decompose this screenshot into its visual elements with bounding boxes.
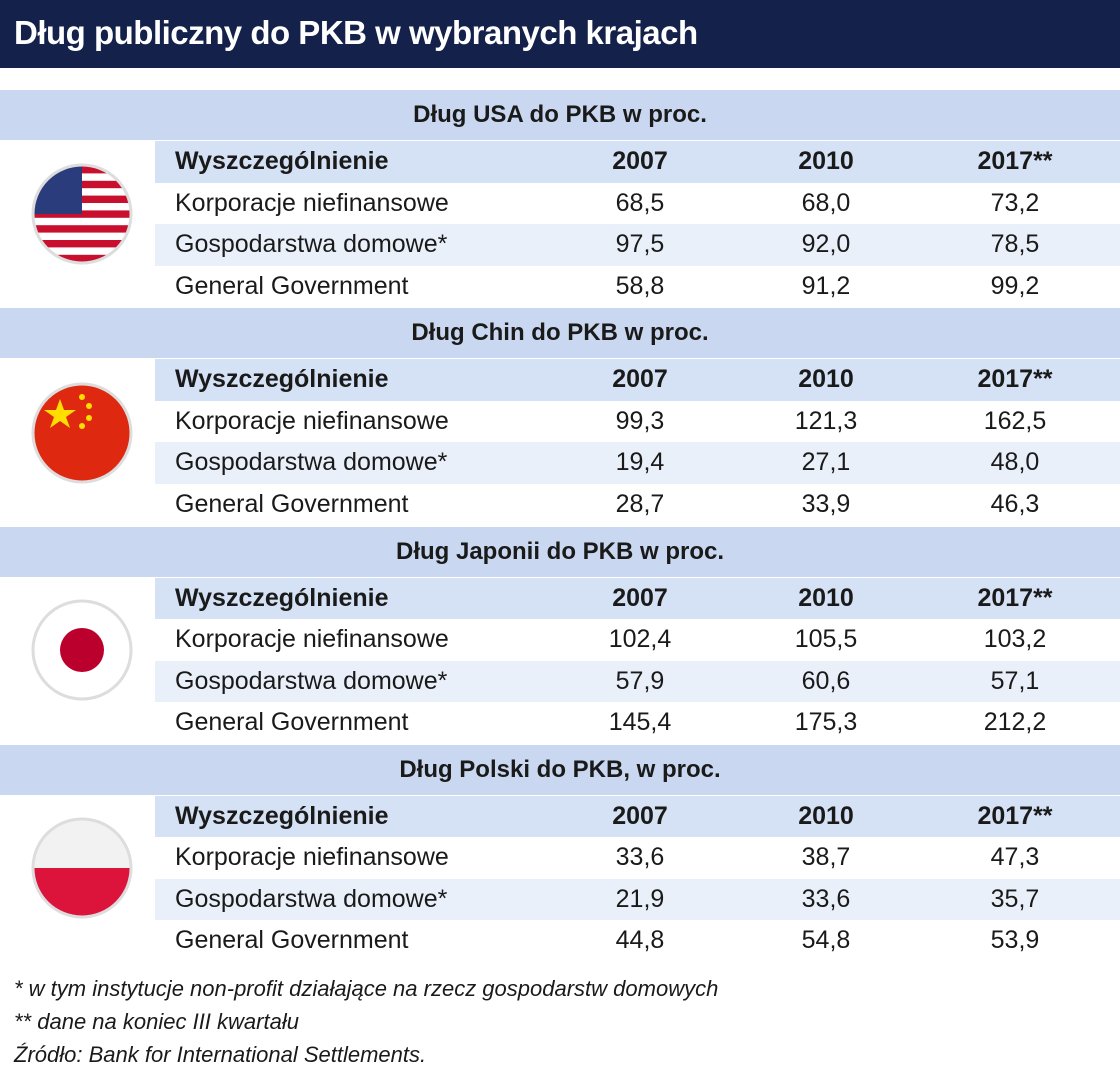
header-row: Wyszczególnienie 2007 2010 2017**: [155, 141, 1120, 183]
value-cell: 19,4: [615, 448, 665, 477]
footnote: * w tym instytucje non-profit działające…: [14, 976, 719, 1001]
value-cell: 44,8: [615, 926, 665, 955]
column-header: 2017**: [977, 365, 1053, 394]
column-header: 2007: [612, 801, 668, 830]
value-cell: 57,1: [990, 666, 1040, 695]
row-label: Korporacje niefinansowe: [175, 625, 449, 654]
section-title: Dług Chin do PKB w proc.: [0, 308, 1120, 359]
data-row: Gospodarstwa domowe* 19,4 27,1 48,0: [155, 442, 1120, 484]
data-row: Gospodarstwa domowe* 97,5 92,0 78,5: [155, 224, 1120, 266]
data-row: General Government 28,7 33,9 46,3: [155, 484, 1120, 526]
value-cell: 175,3: [794, 708, 858, 737]
column-header: 2010: [798, 583, 854, 612]
column-header: 2017**: [977, 583, 1053, 612]
value-cell: 73,2: [990, 188, 1040, 217]
title: Dług publiczny do PKB w wybranych krajac…: [0, 0, 1120, 68]
column-header: Wyszczególnienie: [175, 365, 389, 394]
data-row: Gospodarstwa domowe* 21,9 33,6 35,7: [155, 878, 1120, 921]
value-cell: 46,3: [990, 489, 1040, 518]
section-title: Dług Japonii do PKB w proc.: [0, 526, 1120, 577]
value-cell: 33,6: [801, 884, 851, 913]
value-cell: 54,8: [801, 926, 851, 955]
header-row: Wyszczególnienie 2007 2010 2017**: [155, 795, 1120, 838]
value-cell: 91,2: [801, 271, 851, 300]
value-cell: 78,5: [990, 230, 1040, 258]
data-row: General Government 58,8 91,2 99,2: [155, 266, 1120, 308]
value-cell: 68,0: [801, 188, 851, 217]
value-cell: 162,5: [983, 406, 1047, 435]
row-label: Gospodarstwa domowe*: [175, 884, 448, 913]
value-cell: 105,5: [794, 625, 858, 654]
row-label: General Government: [175, 489, 409, 518]
row-label: Korporacje niefinansowe: [175, 843, 449, 872]
data-row: Korporacje niefinansowe 33,6 38,7 47,3: [155, 837, 1120, 879]
data-row: General Government 44,8 54,8 53,9: [155, 920, 1120, 962]
value-cell: 47,3: [990, 843, 1040, 872]
row-label: Gospodarstwa domowe*: [175, 666, 448, 695]
row-label: Korporacje niefinansowe: [175, 188, 449, 217]
column-header: 2017**: [977, 147, 1053, 175]
column-header: 2017**: [977, 801, 1053, 830]
column-header: 2010: [798, 801, 854, 830]
flag-poland: [31, 817, 133, 919]
value-cell: 145,4: [608, 708, 672, 737]
column-header: 2010: [798, 365, 854, 394]
value-cell: 53,9: [990, 926, 1040, 955]
value-cell: 28,7: [615, 489, 665, 518]
value-cell: 121,3: [794, 406, 858, 435]
header-row: Wyszczególnienie 2007 2010 2017**: [155, 359, 1120, 401]
value-cell: 27,1: [801, 448, 851, 477]
value-cell: 58,8: [615, 271, 665, 300]
column-header: 2010: [798, 147, 854, 175]
value-cell: 57,9: [615, 666, 665, 695]
value-cell: 97,5: [615, 230, 665, 258]
row-label: Korporacje niefinansowe: [175, 406, 449, 435]
column-header: Wyszczególnienie: [175, 583, 389, 612]
value-cell: 102,4: [608, 625, 672, 654]
data-row: Korporacje niefinansowe 99,3 121,3 162,5: [155, 401, 1120, 443]
row-label: General Government: [175, 708, 409, 737]
column-header: Wyszczególnienie: [175, 801, 389, 830]
header-row: Wyszczególnienie 2007 2010 2017**: [155, 577, 1120, 620]
row-label: General Government: [175, 926, 409, 955]
value-cell: 48,0: [990, 448, 1040, 477]
section-title: Dług USA do PKB w proc.: [0, 90, 1120, 140]
flag-japan: [31, 599, 133, 701]
column-header: Wyszczególnienie: [175, 147, 389, 175]
column-header: 2007: [612, 365, 668, 394]
column-header: 2007: [612, 147, 668, 175]
flag-usa: [31, 163, 133, 265]
value-cell: 38,7: [801, 843, 851, 872]
value-cell: 35,7: [990, 884, 1040, 913]
row-label: General Government: [175, 271, 409, 300]
column-header: 2007: [612, 583, 668, 612]
data-row: Korporacje niefinansowe 68,5 68,0 73,2: [155, 183, 1120, 225]
data-row: Gospodarstwa domowe* 57,9 60,6 57,1: [155, 660, 1120, 703]
value-cell: 21,9: [615, 884, 665, 913]
value-cell: 33,9: [801, 489, 851, 518]
value-cell: 99,2: [990, 271, 1040, 300]
section-title: Dług Polski do PKB, w proc.: [0, 744, 1120, 795]
data-row: General Government 145,4 175,3 212,2: [155, 702, 1120, 744]
footnote: ** dane na koniec III kwartału: [14, 1009, 299, 1034]
value-cell: 33,6: [615, 843, 665, 872]
row-label: Gospodarstwa domowe*: [175, 230, 448, 258]
footnote: Źródło: Bank for International Settlemen…: [14, 1042, 427, 1067]
value-cell: 212,2: [983, 708, 1047, 737]
data-row: Korporacje niefinansowe 102,4 105,5 103,2: [155, 619, 1120, 661]
value-cell: 60,6: [801, 666, 851, 695]
value-cell: 92,0: [801, 230, 851, 258]
row-label: Gospodarstwa domowe*: [175, 448, 448, 477]
flag-china: [31, 382, 133, 484]
value-cell: 68,5: [615, 188, 665, 217]
value-cell: 99,3: [615, 406, 665, 435]
value-cell: 103,2: [983, 625, 1047, 654]
